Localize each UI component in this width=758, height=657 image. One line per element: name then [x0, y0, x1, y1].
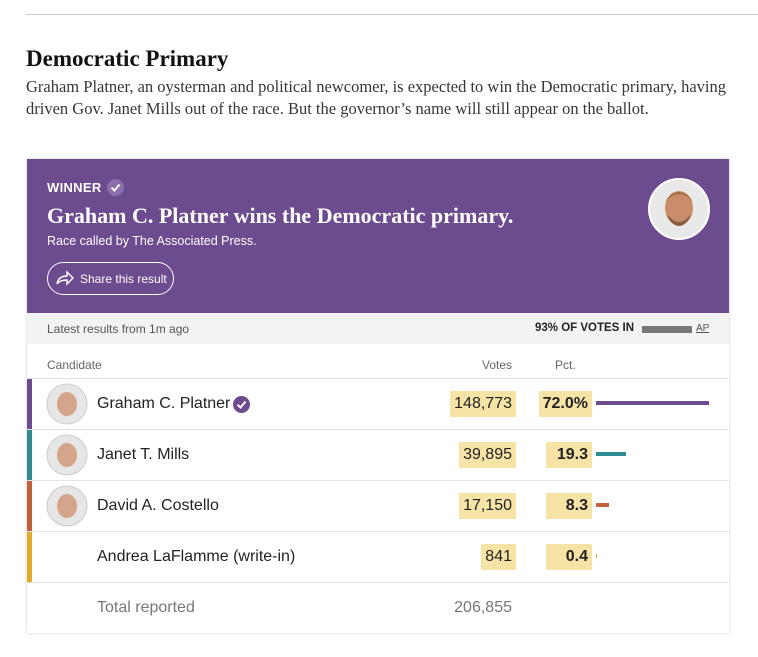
check-bg: [233, 396, 250, 413]
candidate-photo: [46, 485, 88, 527]
banner-headline: Graham C. Platner wins the Democratic pr…: [47, 203, 514, 228]
pct-bar: [596, 554, 597, 558]
column-header: Votes: [482, 358, 513, 372]
candidate-row: Graham C. Platner 148,773 72.0%: [27, 378, 729, 430]
votes-cell: 148,773: [450, 391, 516, 417]
share-icon: [56, 270, 74, 286]
votes-cell: 841: [481, 544, 516, 570]
photo-face: [57, 443, 77, 467]
banner-note: Race called by The Associated Press.: [47, 234, 257, 248]
status-reported: 93% OF VOTES IN: [535, 322, 635, 334]
candidate-row: David A. Costello 17,150 8.3: [27, 480, 729, 532]
candidate-name: Janet T. Mills: [97, 446, 190, 463]
candidate-row: Andrea LaFlamme (write-in) 841 0.4: [27, 531, 729, 583]
party-stripe: [27, 481, 32, 532]
candidate-photo: [46, 434, 88, 476]
pct-cell: 19.3: [546, 442, 592, 468]
winner-check: [233, 396, 250, 413]
column-header: Pct.: [555, 358, 576, 372]
pct-bar: [596, 503, 610, 507]
check-icon: [107, 179, 124, 196]
status-bar: [27, 313, 729, 344]
total-row: Total reported 206,855: [27, 582, 729, 633]
pct-bar: [596, 452, 627, 456]
winner-photo: [648, 178, 710, 240]
check-mark: [236, 400, 247, 409]
candidate-name: David A. Costello: [97, 497, 219, 514]
votes-cell: 39,895: [459, 442, 516, 468]
status-source[interactable]: AP: [696, 323, 710, 334]
party-stripe: [27, 430, 32, 481]
photo-face: [57, 494, 77, 518]
pct-cell: 72.0%: [538, 391, 592, 417]
candidate-row: Janet T. Mills 39,895 19.3: [27, 429, 729, 481]
party-stripe: [27, 379, 32, 430]
share-button[interactable]: [47, 262, 174, 295]
pct-bar: [596, 401, 710, 405]
votes-cell: 17,150: [459, 493, 516, 519]
total-votes: 206,855: [454, 599, 512, 616]
candidate-name: Graham C. Platner: [97, 395, 231, 412]
photo-face: [57, 392, 77, 416]
candidate-name: Andrea LaFlamme (write-in): [97, 548, 296, 565]
column-header: Candidate: [47, 358, 102, 372]
pct-cell: 0.4: [546, 544, 592, 570]
winner-banner: [27, 159, 729, 313]
party-stripe: [27, 532, 32, 583]
section-description: Graham Platner, an oysterman and politic…: [26, 77, 726, 118]
share-text[interactable]: Share this result: [80, 272, 167, 286]
top-rule: [26, 14, 758, 15]
reported-progress: [642, 326, 692, 333]
winner-label: WINNER: [47, 180, 102, 195]
total-label: Total reported: [97, 599, 195, 616]
status-updated: Latest results from 1m ago: [47, 322, 190, 336]
section-title: Democratic Primary: [26, 46, 229, 71]
candidate-photo: [46, 383, 88, 425]
pct-cell: 8.3: [546, 493, 592, 519]
